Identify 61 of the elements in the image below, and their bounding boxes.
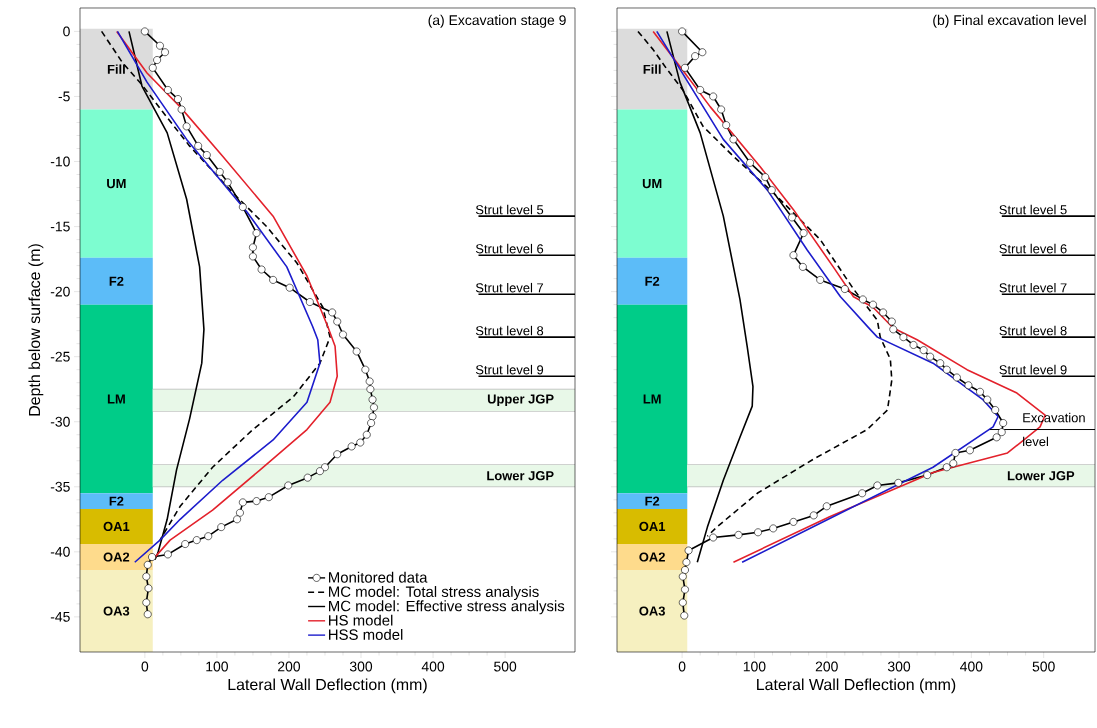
- chart-title: (a) Excavation stage 9: [428, 14, 566, 28]
- chart-title: (b) Final excavation level: [933, 14, 1086, 28]
- band-label: Fill: [643, 64, 661, 74]
- y-axis-title: Depth below surface (m): [28, 244, 44, 416]
- y-tick-label: -25: [50, 351, 70, 362]
- ref-line-label: Strut level 8: [475, 325, 544, 336]
- band-label: F2: [109, 496, 124, 506]
- band-label: OA3: [639, 606, 665, 616]
- band-label: LM: [643, 394, 661, 404]
- x-axis-title: Lateral Wall Deflection (mm): [228, 678, 427, 694]
- band-label: UM: [107, 179, 126, 189]
- ref-line-label: Strut level 9: [475, 364, 544, 375]
- y-tick-label: 0: [63, 26, 70, 37]
- ref-line-label: Strut level 5: [475, 204, 544, 215]
- band-label: UM: [642, 179, 662, 189]
- x-tick-label: 200: [278, 661, 301, 672]
- legend-label: Monitored data: [329, 571, 428, 583]
- x-tick-label: 0: [141, 661, 149, 672]
- y-tick-label: -40: [50, 546, 70, 557]
- band-label: F2: [645, 496, 660, 506]
- ref-line-label: Strut level 8: [999, 325, 1067, 336]
- ref-line-label: Strut level 6: [999, 243, 1067, 254]
- ref-line-label: Strut level 5: [999, 204, 1067, 215]
- band-label: OA1: [639, 521, 666, 532]
- band-label: OA2: [103, 552, 130, 562]
- y-tick-label: -20: [50, 286, 70, 297]
- band-label: F2: [109, 276, 124, 286]
- band-label: OA3: [103, 606, 130, 616]
- y-tick-label: -10: [50, 156, 70, 167]
- legend-label: HS model: [329, 614, 393, 626]
- legend-label: MC model: Total stress analysis: [329, 586, 539, 600]
- band-label: Upper JGP: [487, 394, 554, 407]
- x-tick-label: 0: [678, 661, 686, 672]
- ref-line-label: Strut level 6: [475, 243, 544, 254]
- band-label: OA2: [639, 552, 665, 562]
- y-tick-label: -5: [58, 91, 70, 102]
- x-tick-label: 500: [1032, 661, 1055, 672]
- y-tick-label: -45: [50, 612, 70, 622]
- x-tick-label: 100: [743, 661, 766, 672]
- x-tick-label: 200: [815, 661, 838, 672]
- band-label: OA1: [103, 521, 130, 532]
- ref-line-label: Strut level 9: [999, 364, 1067, 375]
- band-label: Fill: [107, 64, 125, 74]
- band-label: LM: [107, 394, 125, 404]
- x-tick-label: 400: [421, 661, 445, 672]
- x-tick-label: 500: [494, 661, 517, 672]
- x-tick-label: 100: [206, 661, 228, 672]
- y-tick-label: -15: [50, 221, 70, 232]
- x-tick-label: 300: [349, 661, 373, 672]
- y-tick-label: -30: [50, 416, 70, 427]
- x-tick-label: 400: [960, 661, 983, 672]
- ref-line-label: Strut level 7: [999, 282, 1067, 293]
- legend-label: MC model: Effective stress analysis: [329, 600, 565, 615]
- band-label: F2: [645, 276, 660, 286]
- band-label: Lower JGP: [1007, 471, 1075, 481]
- legend-label: HSS model: [329, 628, 403, 640]
- x-tick-label: 300: [887, 661, 911, 672]
- ref-line-label: Strut level 7: [475, 282, 544, 293]
- band-label: Lower JGP: [487, 471, 554, 481]
- x-axis-title: Lateral Wall Deflection (mm): [757, 678, 956, 694]
- y-tick-label: -35: [50, 481, 70, 492]
